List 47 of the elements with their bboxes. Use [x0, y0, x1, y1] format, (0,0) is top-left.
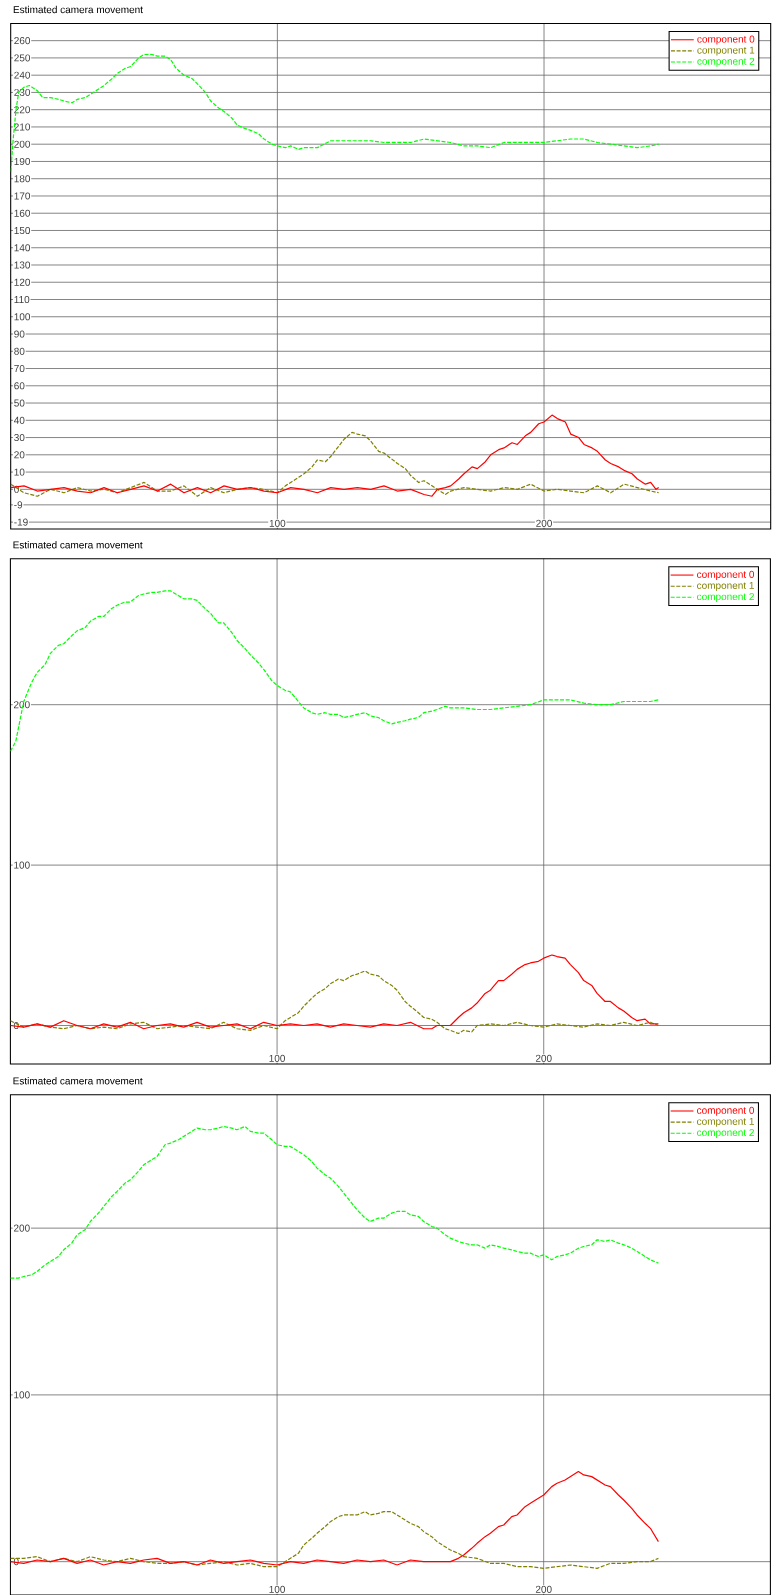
legend-label: component 0	[697, 570, 755, 580]
legend-label: component 2	[697, 593, 754, 603]
y-tick-label: 80	[14, 347, 25, 355]
y-tick-label: 260	[14, 37, 31, 45]
y-tick-label: 230	[14, 88, 31, 96]
y-tick-label: 110	[14, 295, 30, 304]
y-tick-label: 70	[14, 364, 25, 373]
y-tick-label: 100	[14, 861, 30, 869]
legend-label: component 2	[697, 57, 755, 67]
y-tick-label: 30	[14, 434, 25, 442]
y-tick-label: 220	[14, 106, 31, 114]
y-tick-label: 60	[14, 382, 25, 390]
legend-label: component 0	[697, 1106, 755, 1116]
y-tick-label: 170	[14, 192, 31, 200]
y-tick-label: 150	[14, 226, 31, 235]
chart-title: Estimated camera movement	[13, 5, 143, 14]
y-tick-label: 120	[14, 278, 31, 286]
y-tick-label: 200	[13, 701, 30, 709]
y-tick-label: 40	[13, 416, 25, 424]
y-tick-label: 140	[14, 244, 31, 252]
line-series	[10, 954, 659, 1030]
y-tick-label: -19	[14, 518, 28, 526]
y-tick-label: 90	[14, 330, 25, 338]
line-series	[10, 414, 660, 497]
y-tick-label: 10	[14, 468, 25, 476]
y-tick-label: 50	[14, 399, 25, 407]
chart-title: Estimated camera movement	[13, 541, 143, 549]
y-tick-label: 20	[14, 451, 25, 459]
legend-label: component 1	[697, 581, 754, 591]
y-tick-label: 210	[14, 123, 31, 131]
legend-label: component 1	[697, 46, 755, 56]
y-tick-label: 240	[14, 71, 31, 79]
y-tick-label: 200	[13, 1224, 30, 1232]
y-tick-label: -9	[14, 501, 23, 509]
legend-label: component 0	[697, 35, 755, 45]
y-tick-label: 100	[14, 1391, 30, 1399]
y-tick-label: 190	[14, 157, 31, 165]
y-tick-label: 200	[14, 140, 31, 148]
legend-label: component 1	[697, 1117, 754, 1127]
y-tick-label: 180	[14, 175, 31, 183]
y-tick-label: 130	[14, 261, 31, 269]
legend-label: component 2	[697, 1128, 754, 1138]
y-tick-label: 160	[14, 209, 31, 217]
y-tick-label: 100	[14, 313, 31, 321]
chart-title: Estimated camera movement	[13, 1077, 143, 1085]
y-tick-label: 250	[14, 54, 31, 62]
y-tick-label: 0	[14, 485, 19, 493]
